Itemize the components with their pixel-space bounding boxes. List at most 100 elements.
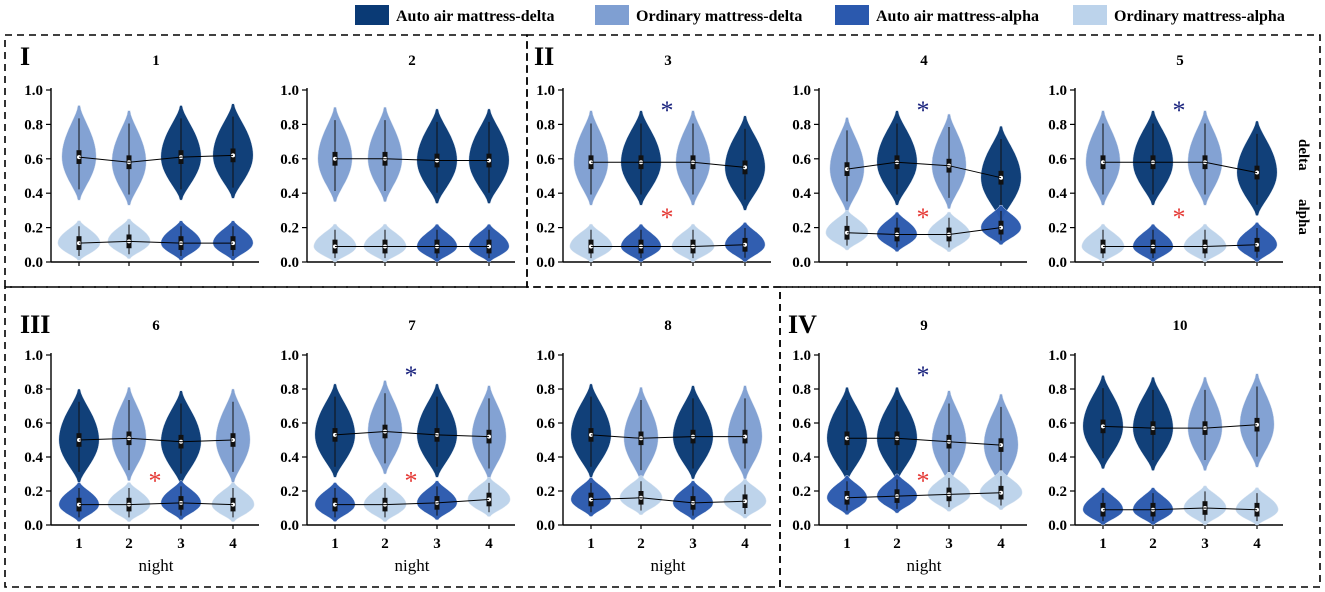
y-tick-label: 0.6 [280, 152, 299, 168]
significance-star: * [149, 466, 162, 495]
x-tick-label: 1 [1099, 536, 1107, 552]
delta-median-dot [845, 167, 849, 172]
x-tick-label: 3 [433, 536, 441, 552]
x-tick-label: 3 [689, 536, 697, 552]
x-axis-label: night [395, 556, 430, 575]
y-tick-label: 0.2 [1048, 221, 1067, 237]
y-tick-label: 0.8 [280, 382, 299, 398]
panel-4: 4 0.0 0.2 0.4 0.6 0.8 1.0 * * [792, 53, 1027, 271]
y-tick-label: 0.2 [792, 484, 811, 500]
y-tick-label: 0.8 [1048, 382, 1067, 398]
panel-title: 5 [1176, 53, 1184, 69]
alpha-median-line [335, 499, 490, 506]
y-tick-label: 0.6 [536, 152, 555, 168]
alpha-median-line [79, 502, 234, 506]
x-tick-label: 4 [1253, 536, 1261, 552]
y-tick-label: 0.4 [792, 186, 811, 202]
x-tick-label: 2 [1149, 536, 1157, 552]
y-tick-label: 0.0 [24, 518, 43, 534]
legend-swatch-ordinary-alpha [1073, 5, 1107, 25]
y-tick-label: 0.2 [280, 484, 299, 500]
delta-median-line [846, 161, 1002, 179]
delta-median-dot [999, 175, 1003, 180]
panel-title: 7 [408, 318, 416, 334]
y-tick-label: 1.0 [24, 83, 43, 99]
x-tick-label: 3 [945, 536, 953, 552]
panel-title: 3 [664, 53, 672, 69]
panel-title: 10 [1173, 318, 1188, 334]
y-tick-label: 1.0 [1048, 83, 1067, 99]
panel-title: 2 [408, 53, 416, 69]
panel-5: 5 0.0 0.2 0.4 0.6 0.8 1.0 * * [1048, 53, 1283, 271]
panel-title: 8 [664, 318, 672, 334]
delta-median-dot [231, 153, 235, 158]
group-frame-4 [779, 286, 1321, 588]
panel-2: 2 0.0 0.2 0.4 0.6 0.8 1.0 [280, 53, 515, 271]
group-label-3: III [20, 310, 50, 339]
y-tick-label: 0.6 [24, 152, 43, 168]
x-tick-label: 2 [381, 536, 389, 552]
alpha-median-line [78, 240, 233, 244]
group-label-1: I [20, 42, 30, 71]
panels: 1 0.0 0.2 0.4 0.6 0.8 1.0 2 0.0 0.2 0.4 0.6 0.8 1.0 3 0… [24, 53, 1283, 575]
x-axis-label: night [907, 556, 942, 575]
x-tick-label: 1 [75, 536, 83, 552]
y-tick-label: 0.6 [280, 416, 299, 432]
alpha-median-dot [845, 230, 849, 235]
y-tick-label: 0.0 [1048, 255, 1067, 271]
significance-star: * [661, 203, 674, 232]
y-tick-label: 0.0 [1048, 518, 1067, 534]
x-tick-label: 2 [637, 536, 645, 552]
delta-median-line [335, 158, 489, 161]
y-tick-label: 1.0 [24, 348, 43, 364]
delta-median-line [1103, 161, 1258, 174]
panel-8: 8 0.0 0.2 0.4 0.6 0.8 1.0 1 2 3 4 night [536, 318, 771, 575]
y-tick-label: 0.0 [792, 255, 811, 271]
y-tick-label: 1.0 [536, 348, 555, 364]
delta-median-dot [77, 155, 81, 160]
alpha-median-dot [1255, 242, 1259, 247]
y-tick-label: 0.8 [1048, 117, 1067, 133]
x-tick-label: 4 [229, 536, 237, 552]
y-tick-label: 0.8 [24, 382, 43, 398]
delta-median-line [847, 437, 1002, 446]
legend-swatch-ordinary-delta [595, 5, 629, 25]
panel-6: 6 0.0 0.2 0.4 0.6 0.8 1.0 1 2 3 4 night * [24, 318, 259, 575]
y-tick-label: 0.2 [536, 221, 555, 237]
row-labels: delta alpha [1295, 139, 1311, 235]
legend-label-ordinary-delta: Ordinary mattress-delta [636, 8, 802, 25]
significance-star: * [1173, 203, 1186, 232]
y-tick-label: 0.4 [280, 450, 299, 466]
y-tick-label: 0.6 [1048, 416, 1067, 432]
y-tick-label: 0.8 [792, 117, 811, 133]
y-tick-label: 0.2 [536, 484, 555, 500]
alpha-median-dot [743, 242, 747, 247]
y-tick-label: 0.4 [24, 450, 43, 466]
y-tick-label: 0.2 [280, 221, 299, 237]
legend: Auto air mattress-delta Ordinary mattres… [355, 5, 1285, 25]
x-tick-label: 4 [741, 536, 749, 552]
y-tick-label: 0.0 [792, 518, 811, 534]
significance-star: * [405, 466, 418, 495]
y-tick-label: 0.8 [792, 382, 811, 398]
y-tick-label: 0.6 [792, 416, 811, 432]
legend-label-auto-alpha: Auto air mattress-alpha [876, 8, 1039, 25]
y-tick-label: 0.2 [24, 221, 43, 237]
row-label-delta: delta [1295, 139, 1311, 171]
legend-swatch-auto-alpha [835, 5, 869, 25]
panel-9: 9 0.0 0.2 0.4 0.6 0.8 1.0 1 2 3 4 night * * [792, 318, 1027, 575]
panel-title: 6 [152, 318, 160, 334]
alpha-median-line [846, 492, 1002, 499]
legend-label-auto-delta: Auto air mattress-delta [396, 8, 555, 25]
panel-10: 10 0.0 0.2 0.4 0.6 0.8 1.0 1 2 3 4 [1048, 318, 1283, 552]
panel-title: 9 [920, 318, 928, 334]
delta-median-line [78, 437, 234, 443]
y-tick-label: 1.0 [280, 348, 299, 364]
alpha-median-line [1103, 244, 1258, 247]
panel-7: 7 0.0 0.2 0.4 0.6 0.8 1.0 1 2 3 4 night * * [280, 318, 515, 575]
alpha-median-line [1103, 507, 1258, 511]
y-tick-label: 0.6 [1048, 152, 1067, 168]
group-label-4: IV [788, 310, 817, 339]
legend-swatch-auto-delta [355, 5, 389, 25]
